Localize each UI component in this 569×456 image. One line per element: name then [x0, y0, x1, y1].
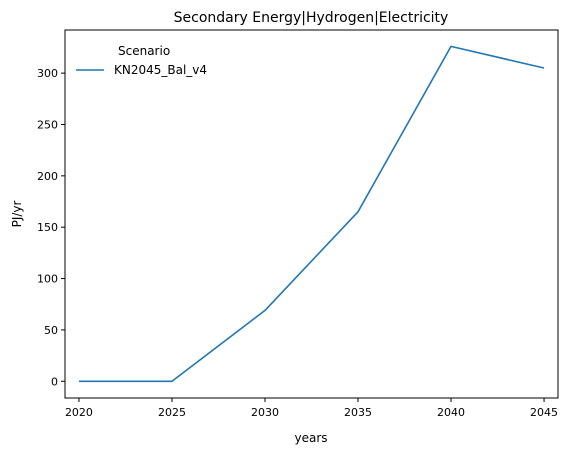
x-tick-label: 2020: [65, 406, 93, 419]
x-tick-label: 2045: [530, 406, 558, 419]
y-axis-label: PJ/yr: [10, 201, 24, 228]
legend-title: Scenario: [118, 44, 170, 58]
y-tick-label: 300: [37, 67, 58, 80]
y-tick-label: 200: [37, 170, 58, 183]
series-line-0: [79, 45, 545, 383]
x-tick-label: 2030: [251, 406, 279, 419]
x-axis-label: years: [294, 431, 327, 445]
x-tick-label: 2025: [158, 406, 186, 419]
legend-entry-label: KN2045_Bal_v4: [114, 63, 207, 77]
y-tick-label: 250: [37, 118, 58, 131]
x-axis: 2020 2025 2030 2035 2040 2045: [65, 398, 558, 419]
plot-area: [64, 29, 559, 399]
legend-entries: KN2045_Bal_v4: [76, 63, 207, 77]
y-tick-label: 100: [37, 273, 58, 286]
legend: Scenario KN2045_Bal_v4: [76, 44, 207, 77]
x-tick-label: 2035: [344, 406, 372, 419]
plot-frame: [64, 29, 559, 399]
y-tick-label: 0: [51, 375, 58, 388]
y-tick-label: 150: [37, 221, 58, 234]
chart-title: Secondary Energy|Hydrogen|Electricity: [174, 10, 449, 26]
y-tick-label: 50: [44, 324, 58, 337]
y-axis: 0 50 100 150 200 250 300: [37, 67, 65, 388]
x-tick-label: 2040: [437, 406, 465, 419]
series-layer: [79, 45, 545, 383]
